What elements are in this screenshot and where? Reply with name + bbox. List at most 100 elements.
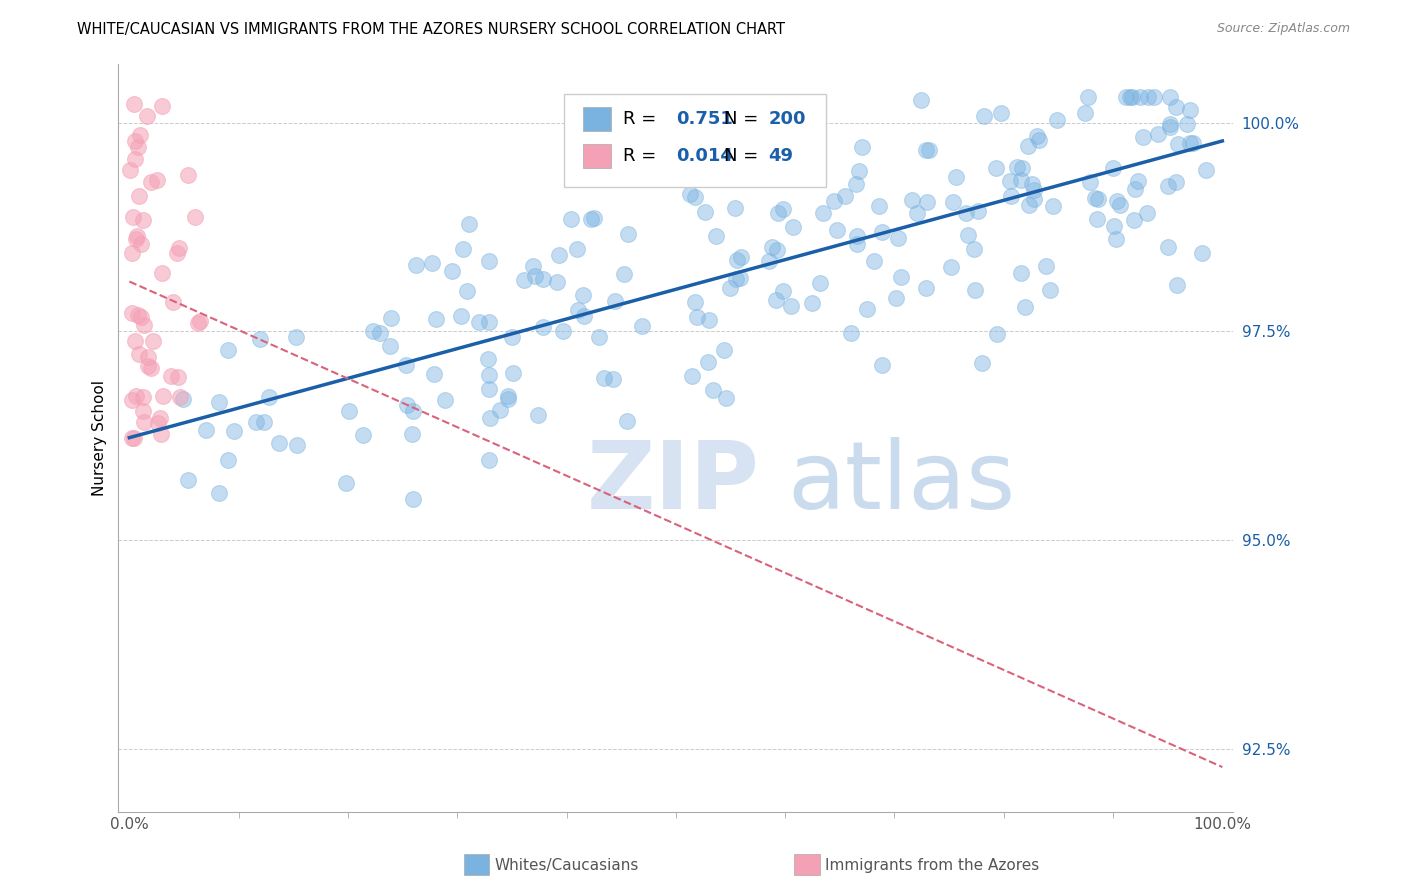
Point xyxy=(132,390,155,404)
Point xyxy=(686,310,709,324)
Point xyxy=(335,475,357,490)
Point xyxy=(1000,189,1022,203)
Point xyxy=(945,169,967,184)
Point xyxy=(125,228,148,243)
Point xyxy=(527,408,550,422)
Point xyxy=(1119,90,1142,104)
Point xyxy=(839,326,862,340)
Point xyxy=(488,403,510,417)
Point xyxy=(132,213,155,227)
Point xyxy=(998,174,1021,188)
Point xyxy=(1159,120,1181,134)
Point xyxy=(1028,133,1050,147)
Point xyxy=(588,330,610,344)
Point xyxy=(401,426,423,441)
Point xyxy=(808,276,831,290)
Point xyxy=(478,452,501,467)
Point xyxy=(433,392,456,407)
Point xyxy=(683,295,706,310)
Point xyxy=(713,343,735,358)
Point xyxy=(522,259,544,273)
Point xyxy=(730,271,752,285)
Point xyxy=(1011,161,1033,176)
Point xyxy=(479,411,502,425)
Point xyxy=(851,140,873,154)
Point xyxy=(166,370,188,384)
Point xyxy=(856,301,879,316)
Point xyxy=(1178,136,1201,151)
Point xyxy=(917,144,939,158)
Point xyxy=(679,186,702,201)
Point xyxy=(172,392,194,406)
Point xyxy=(973,109,995,123)
Point xyxy=(1191,246,1213,260)
Point xyxy=(963,242,986,256)
Point xyxy=(121,392,143,407)
Point xyxy=(1137,90,1160,104)
Point xyxy=(915,143,938,157)
Point xyxy=(169,241,191,255)
Point xyxy=(551,324,574,338)
Point xyxy=(142,334,165,349)
Point xyxy=(1175,117,1198,131)
Bar xyxy=(583,145,612,168)
Point xyxy=(128,188,150,202)
Point xyxy=(868,199,890,213)
Point xyxy=(1022,183,1045,197)
Point xyxy=(252,416,274,430)
Point xyxy=(697,313,720,327)
Point xyxy=(422,367,444,381)
Point xyxy=(1046,112,1069,127)
Point xyxy=(195,423,218,437)
Point xyxy=(352,428,374,442)
Point xyxy=(208,486,231,500)
Point xyxy=(477,352,499,367)
Point xyxy=(1121,90,1143,104)
Point xyxy=(1166,100,1188,114)
Point xyxy=(177,473,200,487)
Point xyxy=(990,106,1012,120)
Point xyxy=(603,293,626,308)
Point xyxy=(1035,260,1057,274)
Text: R =: R = xyxy=(623,110,662,128)
Point xyxy=(1085,211,1108,226)
Point xyxy=(1115,90,1137,104)
Point xyxy=(572,288,595,302)
Point xyxy=(284,329,307,343)
Point xyxy=(121,431,143,445)
Text: ZIP: ZIP xyxy=(586,437,759,529)
Point xyxy=(169,391,191,405)
Text: 49: 49 xyxy=(769,147,793,165)
Text: atlas: atlas xyxy=(787,437,1015,529)
Point xyxy=(245,415,267,429)
Point xyxy=(150,99,173,113)
Point xyxy=(458,217,481,231)
Point xyxy=(915,281,938,295)
Text: 0.751: 0.751 xyxy=(676,110,733,128)
Point xyxy=(845,228,868,243)
Point xyxy=(671,146,693,161)
Point xyxy=(1180,103,1202,117)
Point xyxy=(1010,173,1032,187)
Point xyxy=(1126,174,1149,188)
Point xyxy=(149,410,172,425)
Point xyxy=(468,315,491,329)
Point xyxy=(1010,266,1032,280)
Text: R =: R = xyxy=(623,147,662,165)
Point xyxy=(478,382,501,396)
Point xyxy=(136,359,159,373)
Point xyxy=(1102,161,1125,175)
Point xyxy=(887,231,910,245)
Point xyxy=(184,210,207,224)
Point xyxy=(478,253,501,268)
Point xyxy=(1125,182,1147,196)
Point xyxy=(152,266,174,280)
Point xyxy=(533,271,555,285)
Point xyxy=(131,310,153,324)
Point xyxy=(724,201,747,215)
Point xyxy=(772,202,794,216)
Point xyxy=(125,389,148,403)
Text: WHITE/CAUCASIAN VS IMMIGRANTS FROM THE AZORES NURSERY SCHOOL CORRELATION CHART: WHITE/CAUCASIAN VS IMMIGRANTS FROM THE A… xyxy=(77,22,786,37)
Point xyxy=(1042,199,1064,213)
Point xyxy=(616,415,638,429)
